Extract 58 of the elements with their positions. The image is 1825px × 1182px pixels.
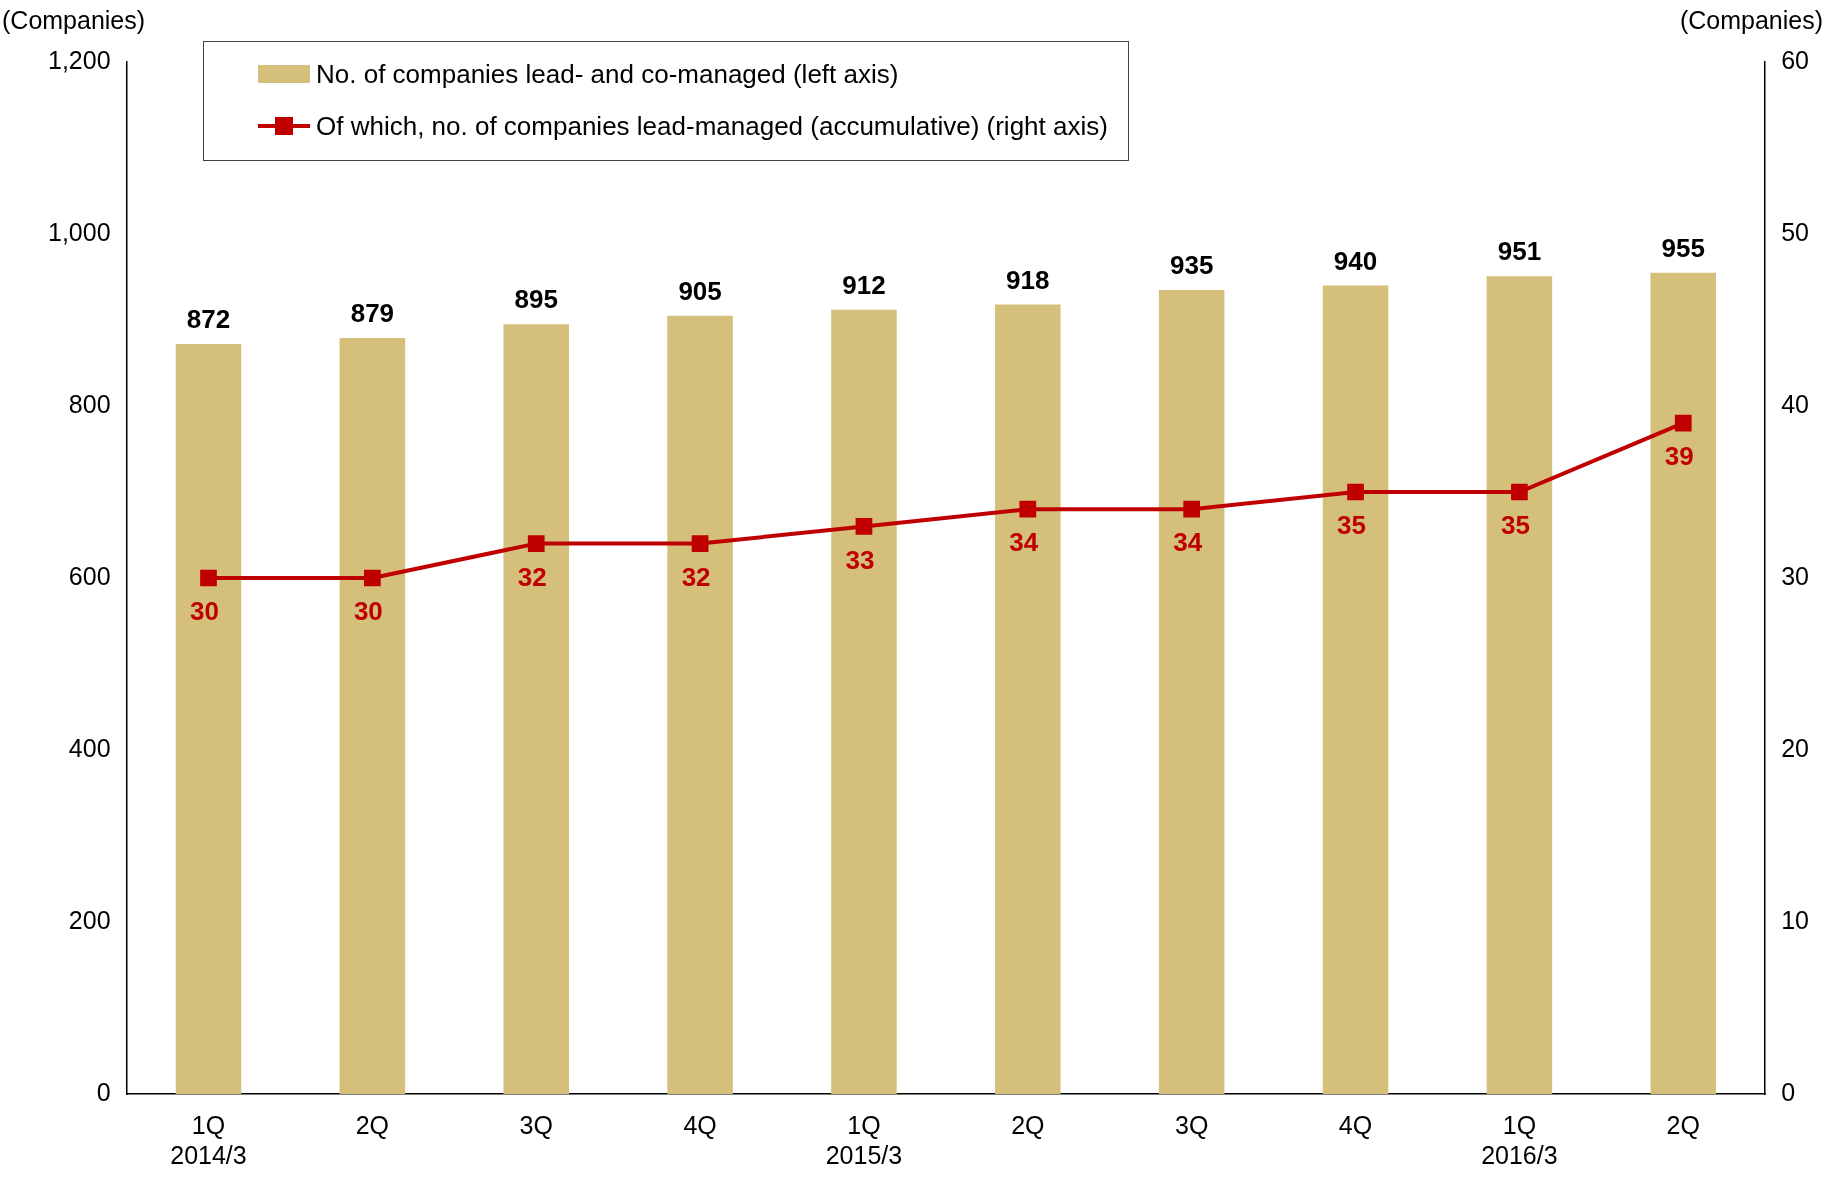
data-label: 872 — [186, 304, 231, 335]
data-label: 935 — [1169, 250, 1214, 281]
x-tick-label: 2Q — [355, 1110, 390, 1139]
data-label: 39 — [1664, 441, 1694, 472]
y2-tick-label: 20 — [1781, 733, 1809, 762]
point — [855, 518, 873, 535]
point — [691, 535, 709, 552]
point — [1674, 414, 1692, 432]
y-tick-label: 1,200 — [48, 45, 111, 74]
point — [1019, 500, 1037, 518]
point — [1511, 483, 1528, 501]
x-tick-label: 4Q — [1338, 1110, 1373, 1139]
data-label: 912 — [842, 269, 886, 300]
x-tick-label: 2Q — [1011, 1110, 1045, 1139]
legend-label: Of which, no. of companies lead-managed (accumulative) (right axis) — [316, 110, 1108, 142]
data-label: 918 — [1006, 264, 1050, 295]
data-label: 879 — [350, 298, 395, 329]
data-label: 940 — [1333, 245, 1378, 276]
y-tick-label: 800 — [68, 389, 111, 418]
data-label: 895 — [514, 284, 558, 315]
x-tick-label: 3Q — [519, 1110, 553, 1139]
point — [200, 569, 217, 587]
data-label: 34 — [1173, 527, 1203, 558]
point — [1347, 483, 1364, 501]
x-tick-label: 4Q — [683, 1110, 717, 1139]
point — [1183, 500, 1201, 518]
y2-axis-title: (Companies) — [1679, 6, 1823, 35]
y-axis-title: (Companies) — [2, 6, 146, 35]
data-label: 34 — [1009, 527, 1039, 558]
point — [363, 569, 381, 587]
y-tick-label: 0 — [96, 1077, 111, 1106]
legend-label: No. of companies lead- and co-managed (left axis) — [316, 58, 899, 90]
point — [527, 535, 545, 552]
y2-tick-label: 0 — [1781, 1077, 1796, 1106]
y-tick-label: 400 — [68, 733, 111, 762]
data-label: 30 — [353, 596, 383, 627]
x-tick-label: 1Q 2016/3 — [1481, 1110, 1558, 1169]
y2-tick-label: 40 — [1781, 389, 1809, 418]
data-label: 955 — [1661, 232, 1705, 263]
data-label: 30 — [190, 596, 219, 627]
data-label: 951 — [1497, 236, 1542, 267]
data-label: 33 — [845, 544, 875, 575]
y2-tick-label: 30 — [1781, 561, 1809, 590]
data-label: 35 — [1500, 510, 1530, 541]
y2-tick-label: 50 — [1781, 217, 1809, 246]
x-tick-label: 2Q — [1666, 1110, 1700, 1139]
y-tick-label: 600 — [68, 561, 111, 590]
x-tick-label: 1Q 2014/3 — [170, 1110, 247, 1169]
y-tick-label: 1,000 — [48, 217, 111, 246]
data-label: 32 — [681, 561, 711, 592]
x-tick-label: 3Q — [1174, 1110, 1209, 1139]
data-label: 35 — [1337, 510, 1366, 541]
y2-tick-label: 10 — [1781, 905, 1809, 934]
y2-tick-label: 60 — [1781, 45, 1809, 74]
x-tick-label: 1Q 2015/3 — [825, 1110, 903, 1169]
data-label: 905 — [678, 275, 722, 306]
y-tick-label: 200 — [68, 905, 111, 934]
data-label: 32 — [517, 561, 547, 592]
